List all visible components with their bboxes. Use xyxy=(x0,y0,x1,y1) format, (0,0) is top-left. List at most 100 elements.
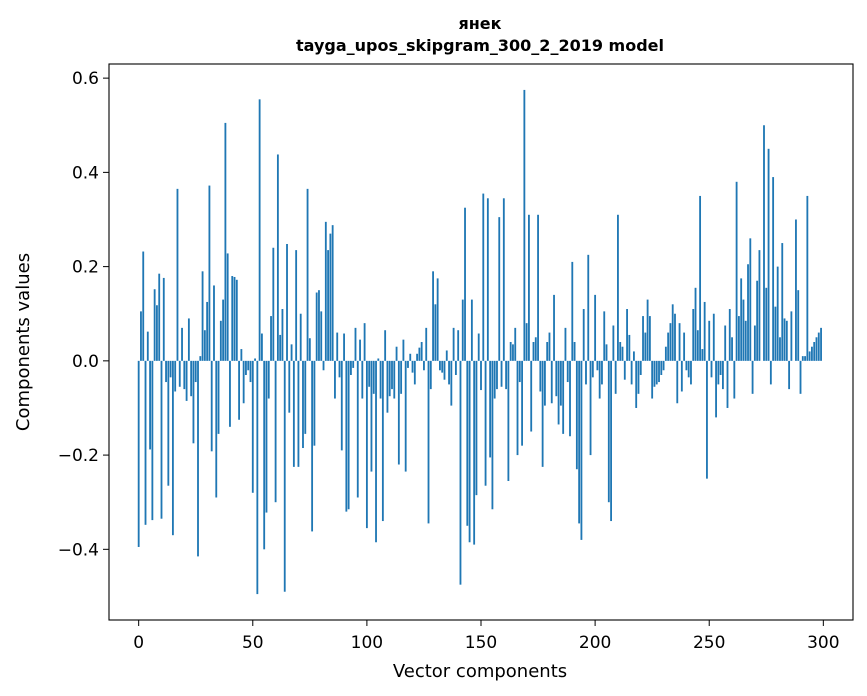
bar xyxy=(425,327,428,361)
bar xyxy=(546,342,549,361)
bar xyxy=(178,360,181,387)
bar xyxy=(783,318,786,361)
bar xyxy=(562,360,565,434)
bar xyxy=(703,301,706,361)
bar xyxy=(468,360,471,543)
bar xyxy=(397,360,400,465)
x-tick-label: 0 xyxy=(133,633,144,653)
bar xyxy=(391,360,393,390)
bar xyxy=(817,332,820,361)
bar xyxy=(751,360,754,394)
bar xyxy=(580,360,583,540)
bar xyxy=(322,360,325,371)
bar xyxy=(719,360,722,375)
bar xyxy=(671,304,674,361)
bar xyxy=(582,309,585,361)
bar xyxy=(514,327,517,361)
bar xyxy=(197,360,199,557)
bar xyxy=(327,250,330,361)
bar xyxy=(772,177,775,361)
bar xyxy=(156,305,158,361)
bar xyxy=(701,349,704,361)
bar xyxy=(758,250,761,361)
bar xyxy=(648,316,651,361)
bar xyxy=(206,301,209,361)
bar xyxy=(411,360,414,373)
bar xyxy=(144,360,147,525)
bar xyxy=(334,360,336,399)
bar xyxy=(726,360,729,408)
y-tick-label: 0.4 xyxy=(72,163,99,183)
bar xyxy=(219,320,222,361)
bar xyxy=(806,195,809,361)
bar xyxy=(722,360,724,390)
bar xyxy=(799,360,802,394)
bar xyxy=(445,350,448,361)
bar xyxy=(539,360,542,392)
bar xyxy=(801,356,804,361)
bar xyxy=(731,337,733,361)
bar xyxy=(662,360,665,371)
bar xyxy=(573,342,576,361)
bar xyxy=(267,360,270,399)
bar xyxy=(724,325,727,361)
bar xyxy=(559,360,562,406)
bar xyxy=(185,360,188,401)
bar xyxy=(518,360,521,383)
bar xyxy=(231,276,234,361)
bar xyxy=(402,339,405,361)
bar xyxy=(685,360,688,371)
bar xyxy=(710,360,713,378)
bar xyxy=(352,360,355,368)
y-tick-label: −0.2 xyxy=(58,446,99,466)
bar xyxy=(452,327,455,361)
bar xyxy=(272,247,275,361)
bar xyxy=(607,360,610,503)
bar xyxy=(441,360,444,373)
bar xyxy=(642,316,644,361)
bar xyxy=(283,360,286,592)
bar xyxy=(192,360,195,444)
bar xyxy=(297,360,300,467)
bar xyxy=(473,360,476,545)
bar xyxy=(715,360,717,418)
bar xyxy=(315,292,318,361)
bar xyxy=(486,198,489,361)
bar xyxy=(450,360,453,406)
bar xyxy=(302,360,304,449)
bar xyxy=(464,207,466,361)
bar xyxy=(350,360,352,375)
bar xyxy=(240,349,243,361)
bar xyxy=(553,294,555,361)
bar xyxy=(475,360,478,496)
bar xyxy=(400,360,403,394)
x-tick-label: 250 xyxy=(693,633,725,653)
bar xyxy=(811,346,813,361)
bar xyxy=(678,323,681,361)
bar xyxy=(292,360,295,467)
bar xyxy=(281,309,284,361)
bar xyxy=(692,309,695,361)
bar xyxy=(222,299,225,361)
bar xyxy=(251,360,254,493)
bar xyxy=(564,327,567,361)
bar xyxy=(404,360,407,472)
bar xyxy=(165,360,167,383)
bar xyxy=(614,360,617,394)
bar xyxy=(361,360,364,399)
bar xyxy=(226,253,229,361)
bar xyxy=(320,311,323,361)
bar xyxy=(276,154,279,361)
bar xyxy=(543,360,546,406)
x-axis-label: Vector components xyxy=(393,661,567,682)
bar xyxy=(753,325,756,361)
bar xyxy=(630,360,633,385)
bar xyxy=(585,360,587,385)
bar xyxy=(263,360,266,550)
bar xyxy=(363,323,366,361)
bar xyxy=(557,360,560,425)
bar xyxy=(756,280,759,361)
bar xyxy=(594,294,597,361)
bar xyxy=(788,360,791,390)
bar xyxy=(388,360,391,397)
